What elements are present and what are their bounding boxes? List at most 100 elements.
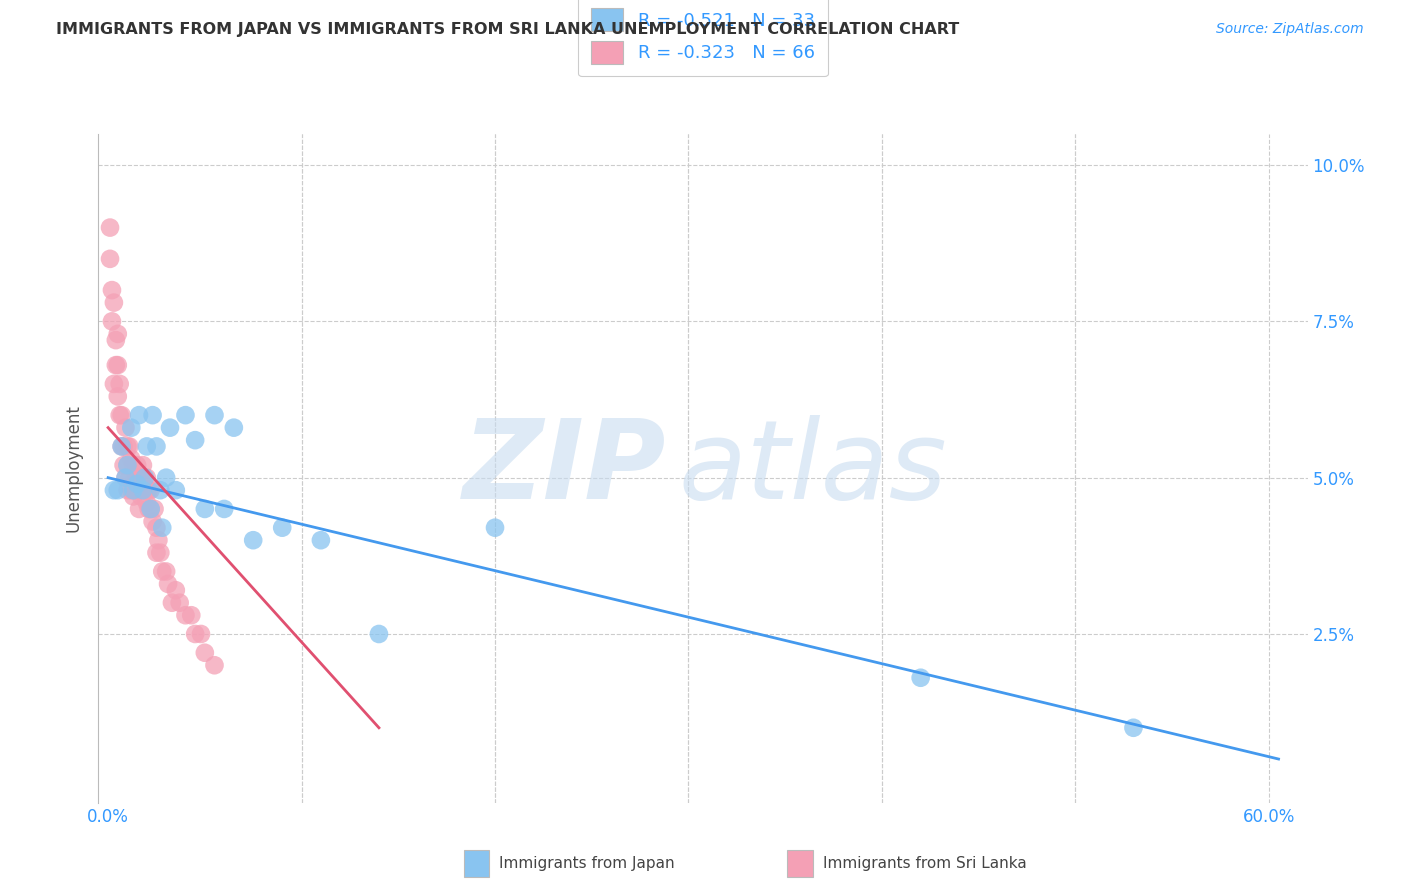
Point	[169, 596, 191, 610]
Point	[128, 483, 150, 498]
Point	[128, 408, 150, 422]
Point	[108, 376, 131, 391]
Point	[309, 533, 332, 548]
Point	[135, 471, 157, 485]
Point	[107, 358, 129, 372]
Point	[103, 376, 125, 391]
Point	[132, 458, 155, 472]
Point	[127, 483, 149, 498]
Point	[145, 521, 167, 535]
Point	[145, 439, 167, 453]
Point	[165, 583, 187, 598]
Point	[114, 471, 136, 485]
Point	[212, 502, 235, 516]
Point	[108, 408, 131, 422]
Text: Immigrants from Japan: Immigrants from Japan	[499, 856, 675, 871]
Legend: R = -0.521   N = 33, R = -0.323   N = 66: R = -0.521 N = 33, R = -0.323 N = 66	[578, 0, 828, 77]
Point	[138, 483, 160, 498]
Point	[122, 458, 145, 472]
Point	[120, 451, 142, 466]
Y-axis label: Unemployment: Unemployment	[65, 404, 83, 533]
Point	[127, 458, 149, 472]
Point	[194, 502, 217, 516]
Point	[120, 420, 142, 434]
Point	[107, 483, 129, 498]
Point	[98, 220, 121, 235]
Point	[194, 646, 217, 660]
Point	[139, 502, 162, 516]
Point	[124, 471, 146, 485]
Point	[204, 658, 226, 673]
Point	[129, 471, 152, 485]
Point	[142, 515, 165, 529]
Point	[111, 439, 134, 453]
Point	[107, 326, 129, 341]
Point	[114, 471, 136, 485]
Point	[204, 408, 226, 422]
Point	[134, 471, 156, 485]
Point	[160, 596, 183, 610]
Point	[120, 483, 142, 498]
Point	[139, 502, 162, 516]
Text: ZIP: ZIP	[463, 415, 666, 522]
Point	[149, 546, 172, 560]
Point	[122, 483, 145, 498]
Point	[117, 458, 139, 472]
Point	[174, 408, 197, 422]
Point	[150, 521, 173, 535]
Point	[127, 471, 149, 485]
Point	[107, 389, 129, 403]
Point	[150, 565, 173, 579]
Point	[222, 420, 245, 434]
Point	[134, 483, 156, 498]
Point	[117, 483, 139, 498]
Point	[129, 490, 152, 504]
Point	[117, 439, 139, 453]
Point	[117, 458, 139, 472]
Point	[103, 483, 125, 498]
Point	[135, 439, 157, 453]
Point	[132, 471, 155, 485]
Point	[128, 502, 150, 516]
Point	[132, 483, 155, 498]
Point	[155, 471, 177, 485]
Point	[180, 608, 202, 623]
Point	[157, 577, 180, 591]
Point	[165, 483, 187, 498]
Point	[143, 502, 166, 516]
Point	[142, 408, 165, 422]
Point	[124, 483, 146, 498]
Point	[242, 533, 264, 548]
Text: Source: ZipAtlas.com: Source: ZipAtlas.com	[1216, 22, 1364, 37]
Point	[145, 546, 167, 560]
Point	[111, 408, 134, 422]
Point	[159, 420, 181, 434]
Point	[368, 627, 391, 641]
Text: atlas: atlas	[679, 415, 948, 522]
Point	[118, 439, 141, 453]
Point	[184, 433, 207, 447]
Point	[122, 490, 145, 504]
Point	[103, 295, 125, 310]
Point	[104, 333, 127, 347]
Point	[112, 439, 135, 453]
Point	[155, 565, 177, 579]
Point	[1122, 721, 1144, 735]
Point	[190, 627, 212, 641]
Point	[910, 671, 932, 685]
Point	[135, 483, 157, 498]
Point	[148, 533, 170, 548]
Point	[174, 608, 197, 623]
Point	[101, 314, 124, 328]
Point	[132, 483, 155, 498]
Point	[104, 358, 127, 372]
Point	[138, 502, 160, 516]
Point	[149, 483, 172, 498]
Point	[118, 471, 141, 485]
Point	[112, 458, 135, 472]
Point	[271, 521, 294, 535]
Point	[101, 283, 124, 297]
Point	[98, 252, 121, 266]
Point	[184, 627, 207, 641]
Point	[484, 521, 506, 535]
